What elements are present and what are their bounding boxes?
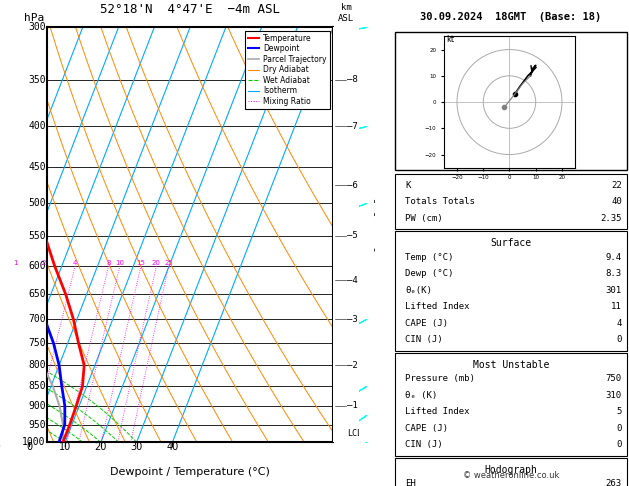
Text: 800: 800 — [28, 360, 46, 370]
Text: 4: 4 — [73, 260, 77, 266]
Text: 40: 40 — [611, 197, 622, 207]
Text: 2.35: 2.35 — [601, 214, 622, 223]
Text: θₑ(K): θₑ(K) — [405, 286, 431, 295]
Text: 0: 0 — [616, 424, 622, 433]
Text: 400: 400 — [28, 121, 46, 131]
Text: 600: 600 — [28, 261, 46, 271]
Text: —8: —8 — [347, 75, 358, 85]
Text: Dewp (°C): Dewp (°C) — [405, 269, 454, 278]
Text: Lifted Index: Lifted Index — [405, 302, 469, 312]
Text: 30: 30 — [130, 442, 143, 452]
Text: 310: 310 — [606, 391, 622, 400]
Text: Temp (°C): Temp (°C) — [405, 253, 454, 262]
Bar — [396, 231, 626, 351]
Text: 300: 300 — [28, 22, 46, 32]
Text: Surface: Surface — [491, 238, 532, 248]
Text: Most Unstable: Most Unstable — [473, 360, 549, 370]
Text: 20: 20 — [152, 260, 161, 266]
Bar — [396, 458, 626, 486]
Text: 9.4: 9.4 — [606, 253, 622, 262]
Text: 0: 0 — [616, 440, 622, 450]
Text: hPa: hPa — [25, 13, 45, 22]
Text: 10: 10 — [115, 260, 125, 266]
Text: 550: 550 — [28, 231, 46, 241]
Text: Totals Totals: Totals Totals — [405, 197, 475, 207]
Text: 40: 40 — [166, 442, 179, 452]
Text: 0: 0 — [26, 442, 32, 452]
Text: 1: 1 — [13, 260, 18, 266]
Text: 750: 750 — [28, 338, 46, 348]
Text: Pressure (mb): Pressure (mb) — [405, 374, 475, 383]
Text: © weatheronline.co.uk: © weatheronline.co.uk — [463, 471, 559, 480]
Text: Mixing Ratio (g/kg): Mixing Ratio (g/kg) — [367, 195, 376, 274]
Bar — [396, 353, 626, 456]
Text: —6: —6 — [347, 181, 358, 190]
Text: LCL: LCL — [347, 429, 362, 438]
Text: 2: 2 — [42, 260, 47, 266]
Text: -10: -10 — [0, 442, 1, 452]
Text: 1000: 1000 — [22, 437, 46, 447]
Text: 500: 500 — [28, 198, 46, 208]
Text: 350: 350 — [28, 75, 46, 85]
Text: 8.3: 8.3 — [606, 269, 622, 278]
Text: 10: 10 — [59, 442, 71, 452]
Text: —4: —4 — [347, 276, 358, 284]
Text: 650: 650 — [28, 289, 46, 298]
Text: 25: 25 — [164, 260, 173, 266]
Text: CIN (J): CIN (J) — [405, 335, 443, 345]
Text: CAPE (J): CAPE (J) — [405, 319, 448, 328]
Text: CIN (J): CIN (J) — [405, 440, 443, 450]
Text: EH: EH — [405, 479, 416, 486]
Text: —5: —5 — [347, 231, 358, 241]
Text: 15: 15 — [136, 260, 145, 266]
Text: 5: 5 — [616, 407, 622, 417]
Text: 11: 11 — [611, 302, 622, 312]
Text: 450: 450 — [28, 162, 46, 172]
Text: 700: 700 — [28, 314, 46, 324]
Text: PW (cm): PW (cm) — [405, 214, 443, 223]
Bar — [396, 174, 626, 229]
Text: θₑ (K): θₑ (K) — [405, 391, 437, 400]
Text: —1: —1 — [347, 401, 358, 410]
Text: 30.09.2024  18GMT  (Base: 18): 30.09.2024 18GMT (Base: 18) — [420, 12, 602, 22]
Text: Lifted Index: Lifted Index — [405, 407, 469, 417]
Text: —2: —2 — [347, 361, 358, 370]
Text: 950: 950 — [28, 419, 46, 430]
Bar — [396, 32, 626, 170]
Text: 22: 22 — [611, 181, 622, 190]
Text: 301: 301 — [606, 286, 622, 295]
Text: 20: 20 — [94, 442, 107, 452]
Legend: Temperature, Dewpoint, Parcel Trajectory, Dry Adiabat, Wet Adiabat, Isotherm, Mi: Temperature, Dewpoint, Parcel Trajectory… — [245, 31, 330, 109]
Text: 52°18'N  4°47'E  −4m ASL: 52°18'N 4°47'E −4m ASL — [100, 3, 281, 17]
Text: K: K — [405, 181, 410, 190]
Text: Dewpoint / Temperature (°C): Dewpoint / Temperature (°C) — [110, 467, 270, 477]
Text: 8: 8 — [106, 260, 111, 266]
Text: 0: 0 — [616, 335, 622, 345]
Text: 750: 750 — [606, 374, 622, 383]
Text: 4: 4 — [616, 319, 622, 328]
Text: CAPE (J): CAPE (J) — [405, 424, 448, 433]
Text: kt: kt — [447, 35, 455, 44]
Text: km
ASL: km ASL — [338, 3, 354, 22]
Text: 850: 850 — [28, 381, 46, 391]
Text: 263: 263 — [606, 479, 622, 486]
Text: —3: —3 — [347, 314, 358, 324]
Text: 900: 900 — [28, 401, 46, 411]
Text: —7: —7 — [347, 122, 358, 131]
Text: Hodograph: Hodograph — [484, 465, 538, 475]
